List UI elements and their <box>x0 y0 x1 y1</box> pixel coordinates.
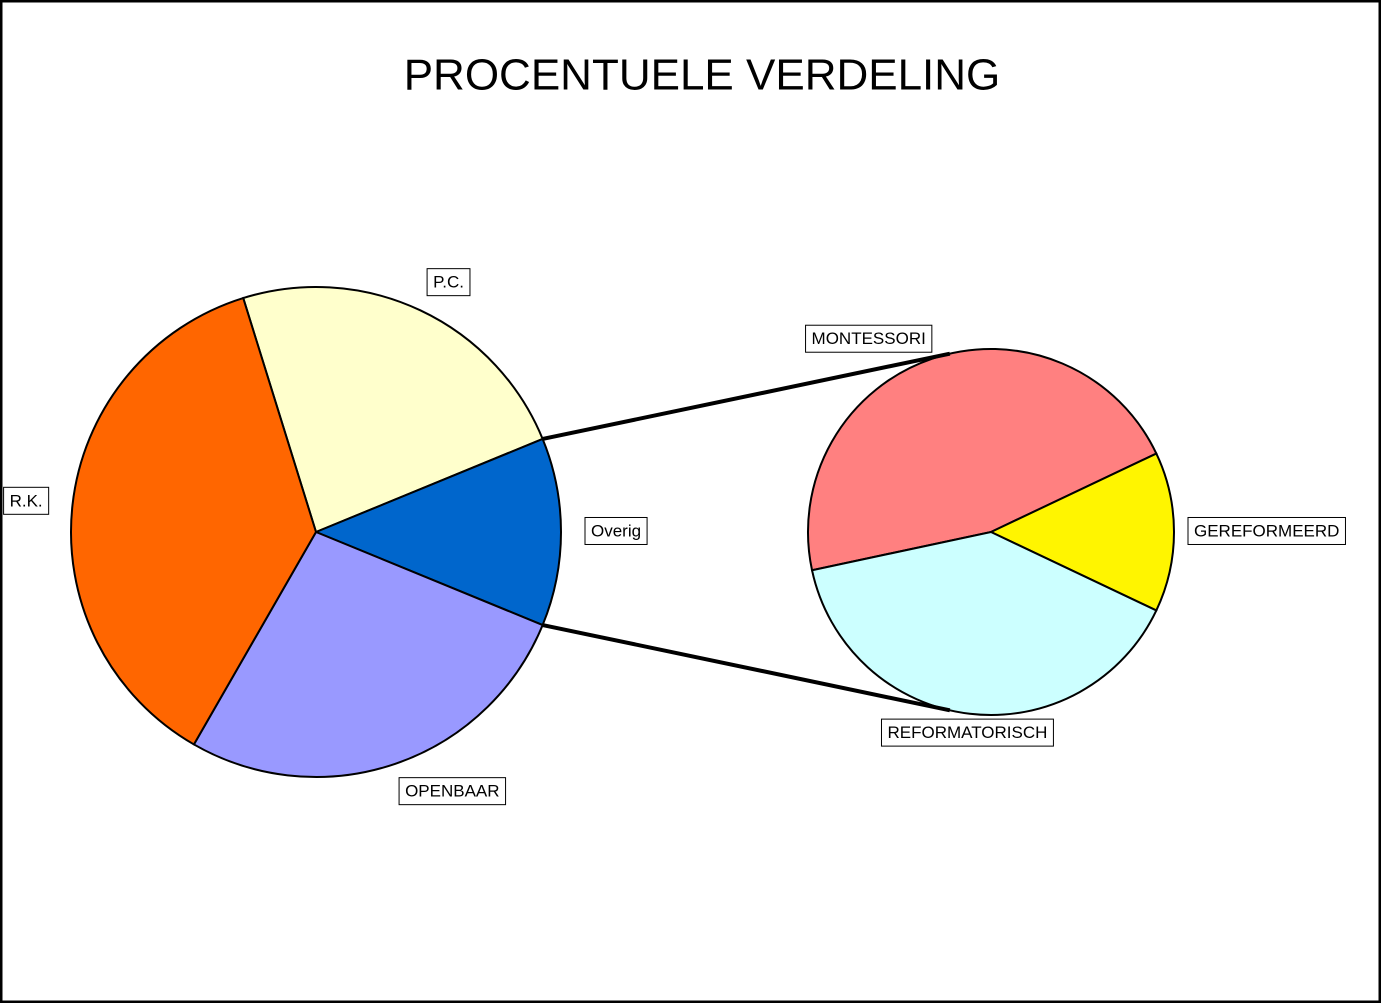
pie-slice <box>313 437 562 627</box>
label-box <box>3 486 50 515</box>
slice-label: Overig <box>591 521 641 540</box>
slice-label: MONTESSORI <box>812 329 926 348</box>
slice-label: P.C. <box>433 273 464 292</box>
label-box <box>584 516 648 545</box>
connector <box>542 623 951 713</box>
label-box <box>1187 516 1346 545</box>
label: R.K. <box>3 486 50 515</box>
label: Overig <box>584 516 648 545</box>
label-box <box>426 268 471 297</box>
label: OPENBAAR <box>398 777 507 806</box>
label: MONTESSORI <box>805 324 933 353</box>
label-box <box>880 718 1054 747</box>
chart-title: PROCENTUELE VERDELING <box>404 51 1001 100</box>
label: GEREFORMEERD <box>1187 516 1346 545</box>
slice-label: OPENBAAR <box>405 782 499 801</box>
pie-slice <box>241 286 544 534</box>
slice-label: GEREFORMEERD <box>1194 521 1339 540</box>
slice-label: REFORMATORISCH <box>887 723 1047 742</box>
label: P.C. <box>426 268 471 297</box>
pie-slice <box>810 530 1158 716</box>
label: REFORMATORISCH <box>880 718 1054 747</box>
label-box <box>805 324 933 353</box>
slice-label: R.K. <box>10 491 43 510</box>
pie-slice <box>70 296 318 746</box>
connector <box>542 351 951 441</box>
pie-slice <box>988 452 1175 612</box>
label-box <box>398 777 507 806</box>
